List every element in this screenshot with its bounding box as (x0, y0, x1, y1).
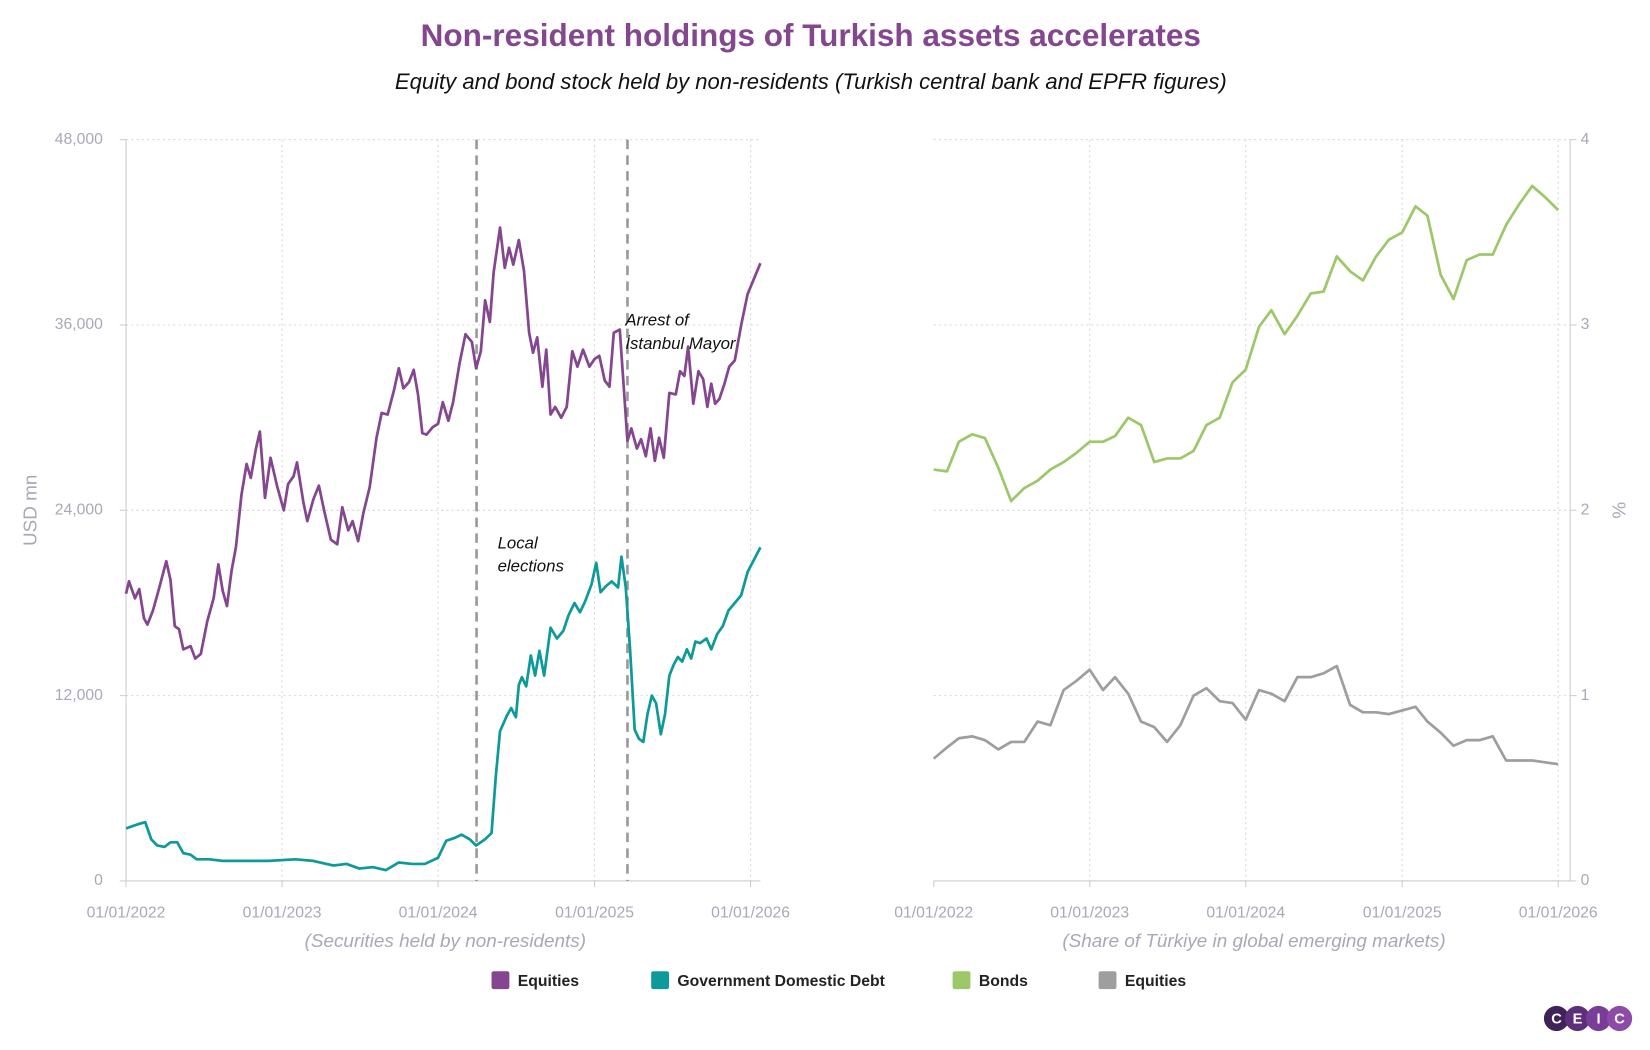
logo-dot (1585, 1005, 1612, 1032)
y-tick-label: 3 (1581, 316, 1590, 333)
chart-subtitle: Equity and bond stock held by non-reside… (395, 69, 1227, 94)
series-line (124, 226, 762, 660)
legend-swatch (491, 971, 510, 990)
annotation: Local (498, 533, 539, 552)
x-tick-label: 01/01/2024 (1206, 905, 1285, 922)
x-axis-label: (Share of Türkiye in global emerging mar… (1062, 931, 1445, 952)
logo-dot (1543, 1005, 1570, 1032)
y-tick-label: 0 (1581, 872, 1590, 889)
y-tick-label: 36,000 (55, 316, 103, 333)
x-tick-label: 01/01/2023 (1050, 905, 1129, 922)
x-tick-label: 01/01/2026 (1519, 905, 1598, 922)
y-axis-label: USD mn (21, 475, 42, 546)
y-tick-label: 48,000 (55, 131, 103, 148)
series-line (932, 664, 1559, 766)
x-tick-label: 01/01/2026 (711, 905, 790, 922)
legend-label: Government Domestic Debt (677, 973, 885, 990)
logo-letter: C (1551, 1011, 1562, 1027)
x-tick-label: 01/01/2024 (399, 905, 478, 922)
x-axis-label: (Securities held by non-residents) (305, 931, 586, 952)
series-line (125, 546, 762, 872)
legend-swatch (952, 971, 971, 990)
x-tick-label: 01/01/2023 (243, 905, 322, 922)
logo-letter: I (1596, 1011, 1600, 1027)
series-line (933, 184, 1560, 503)
logo-dot (1606, 1005, 1633, 1032)
y-tick-label: 4 (1581, 131, 1590, 148)
x-tick-label: 01/01/2025 (555, 905, 634, 922)
x-tick-label: 01/01/2022 (894, 905, 973, 922)
y-tick-label: 0 (94, 872, 103, 889)
x-tick-label: 01/01/2025 (1363, 905, 1442, 922)
y-tick-label: 2 (1581, 501, 1590, 518)
annotation: İstanbul Mayor (625, 334, 737, 353)
annotation: elections (498, 556, 565, 575)
logo-dot (1564, 1005, 1591, 1032)
x-tick-label: 01/01/2022 (87, 905, 166, 922)
legend-label: Bonds (979, 973, 1028, 990)
logo-letter: C (1614, 1011, 1625, 1027)
legend-label: Equities (518, 973, 580, 990)
y-tick-label: 12,000 (55, 687, 103, 704)
y-tick-label: 24,000 (55, 501, 103, 518)
legend-swatch (651, 971, 670, 990)
legend-swatch (1098, 971, 1117, 990)
annotation: Arrest of (624, 311, 691, 330)
logo-letter: E (1573, 1011, 1583, 1027)
y-tick-label: 1 (1581, 687, 1590, 704)
legend-label: Equities (1125, 973, 1187, 990)
chart-title: Non-resident holdings of Turkish assets … (421, 17, 1201, 53)
y-axis-label: % (1607, 502, 1628, 519)
